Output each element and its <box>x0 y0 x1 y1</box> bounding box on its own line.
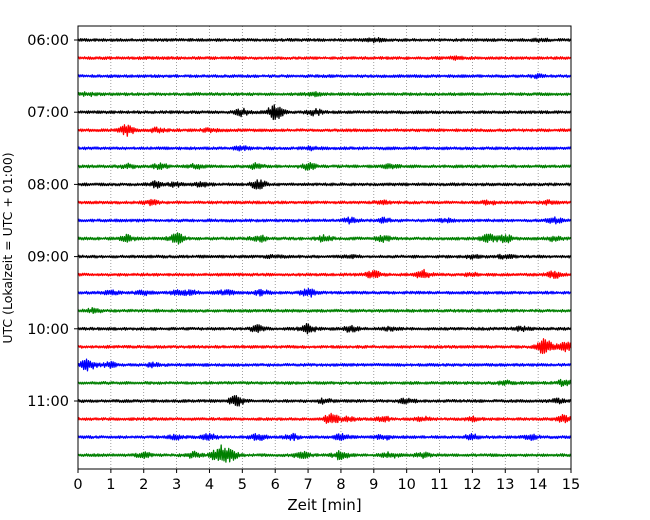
plot-frame <box>77 25 572 470</box>
x-tick-label: 4 <box>205 477 214 493</box>
trace-1030 <box>77 358 572 372</box>
x-tick-label: 5 <box>238 477 247 493</box>
trace-1015 <box>77 338 572 355</box>
trace-0845 <box>77 232 572 245</box>
trace-0945 <box>77 307 572 315</box>
trace-1145 <box>77 444 572 463</box>
y-tick-label: 11:00 <box>27 394 69 410</box>
x-tick-label: 7 <box>303 477 312 493</box>
x-tick-label: 12 <box>463 477 481 493</box>
y-tick-label: 06:00 <box>27 33 69 49</box>
trace-0600 <box>77 36 572 44</box>
trace-0730 <box>77 145 572 152</box>
x-tick-label: 2 <box>139 477 148 493</box>
x-axis-label: Zeit [min] <box>287 496 361 514</box>
y-tick-label: 08:00 <box>27 177 69 193</box>
x-tick-label: 11 <box>430 477 448 493</box>
trace-0915 <box>77 268 572 280</box>
x-tick-label: 3 <box>172 477 181 493</box>
trace-1100 <box>77 394 572 407</box>
trace-0615 <box>77 55 572 61</box>
trace-0715 <box>77 124 572 137</box>
x-tick-label: 13 <box>496 477 514 493</box>
x-tick-label: 0 <box>73 477 82 493</box>
x-tick-label: 9 <box>369 477 378 493</box>
trace-0630 <box>77 73 572 80</box>
x-tick-label: 14 <box>529 477 547 493</box>
y-tick-label: 10:00 <box>27 322 69 338</box>
x-tick-label: 15 <box>562 477 580 493</box>
x-tick-label: 10 <box>397 477 415 493</box>
y-tick-label: 07:00 <box>27 105 69 121</box>
trace-1130 <box>77 432 572 442</box>
y-axis-ticks: 06:00 07:00 08:00 09:00 10:00 11:00 <box>27 33 78 410</box>
grid-lines <box>110 26 539 469</box>
x-tick-label: 8 <box>336 477 345 493</box>
trace-0700 <box>77 104 572 121</box>
trace-0930 <box>77 287 572 298</box>
trace-1115 <box>77 412 572 424</box>
x-tick-label: 1 <box>106 477 115 493</box>
y-tick-label: 09:00 <box>27 250 69 266</box>
trace-0900 <box>77 253 572 260</box>
trace-0830 <box>77 216 572 225</box>
seismic-traces <box>77 36 572 463</box>
trace-0800 <box>77 179 572 190</box>
trace-1045 <box>77 378 572 388</box>
x-tick-label: 6 <box>271 477 280 493</box>
x-axis-ticks: 0 1 2 3 4 5 6 7 8 9 10 11 12 13 14 15 <box>73 469 580 493</box>
trace-0815 <box>77 198 572 207</box>
trace-0745 <box>77 161 572 171</box>
trace-1000 <box>77 323 572 335</box>
y-axis-label: UTC (Lokalzeit = UTC + 01:00) <box>0 152 15 343</box>
trace-0645 <box>77 91 572 98</box>
